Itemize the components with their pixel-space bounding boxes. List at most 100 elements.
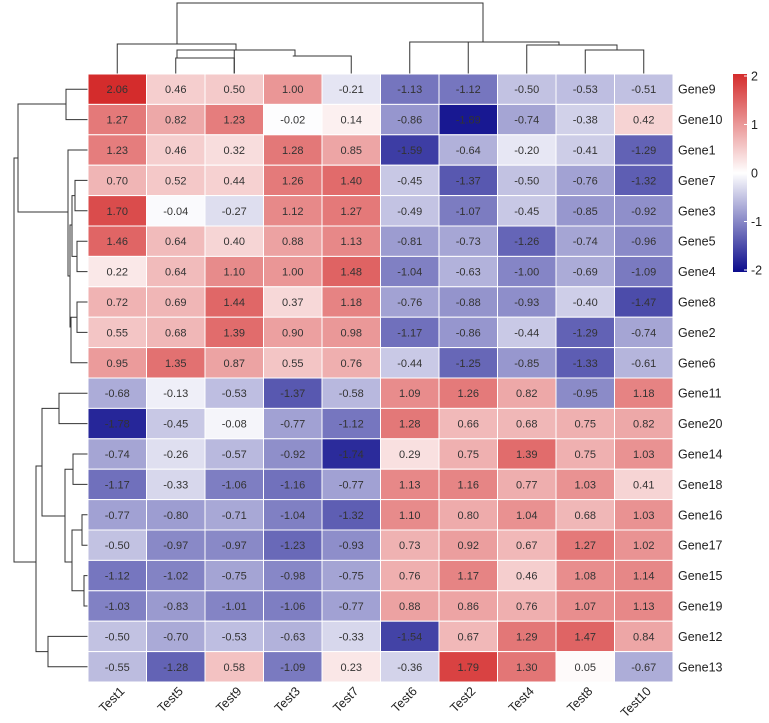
heatmap-cell-gene18-test1 xyxy=(87,468,147,501)
col-dendro-link xyxy=(467,41,560,74)
cell-value-label: -1.03 xyxy=(105,601,130,613)
heatmap-cell-gene4-test7 xyxy=(321,255,381,288)
row-label-gene4: Gene4 xyxy=(678,265,716,279)
heatmap-cell-gene19-test2 xyxy=(438,590,498,622)
heatmap-cell-gene7-test8 xyxy=(555,164,615,197)
cell-value-label: -1.23 xyxy=(280,540,305,552)
cell-value-label: -0.55 xyxy=(105,662,130,674)
cell-value-label: 1.28 xyxy=(282,145,303,157)
cell-value-label: 1.00 xyxy=(282,84,303,96)
cell-value-label: 0.85 xyxy=(341,145,362,157)
heatmap-cell-gene8-test5 xyxy=(146,286,206,318)
cell-value-label: -0.92 xyxy=(631,206,656,218)
heatmap-cell-gene19-test10 xyxy=(614,590,674,622)
cell-value-label: -1.54 xyxy=(397,631,422,643)
cell-value-label: -0.40 xyxy=(573,297,598,309)
heatmap-cell-gene20-test1 xyxy=(87,407,147,440)
cell-value-label: -0.85 xyxy=(514,358,539,370)
cell-value-label: 0.72 xyxy=(107,297,128,309)
heatmap-cell-gene15-test2 xyxy=(438,559,498,592)
cell-value-label: -1.17 xyxy=(397,327,422,339)
heatmap-cell-gene16-test7 xyxy=(321,499,381,531)
cell-value-label: 0.66 xyxy=(458,419,479,431)
heatmap-cell-gene1-test8 xyxy=(555,134,615,166)
heatmap-cell-gene17-test2 xyxy=(438,529,498,561)
row-label-gene7: Gene7 xyxy=(678,174,716,188)
column-dendrogram xyxy=(116,2,645,74)
cell-value-label: -0.44 xyxy=(514,327,539,339)
heatmap-cell-gene5-test10 xyxy=(614,225,674,257)
row-label-gene17: Gene17 xyxy=(678,539,723,553)
cell-value-label: -0.51 xyxy=(631,84,656,96)
cell-value-label: -0.96 xyxy=(631,236,656,248)
cell-value-label: 1.14 xyxy=(633,571,654,583)
heatmap-cell-gene6-test8 xyxy=(555,347,615,379)
cell-value-label: 0.22 xyxy=(107,267,128,279)
row-label-gene10: Gene10 xyxy=(678,113,723,127)
cell-value-label: -0.70 xyxy=(163,631,188,643)
heatmap-cell-gene13-test3 xyxy=(263,651,323,683)
cell-value-label: -0.20 xyxy=(514,145,539,157)
heatmap-cell-gene2-test5 xyxy=(146,316,206,349)
cell-value-label: -0.77 xyxy=(339,601,364,613)
cell-value-label: 1.04 xyxy=(516,510,537,522)
cell-value-label: 0.52 xyxy=(165,175,186,187)
cell-value-label: 1.27 xyxy=(575,540,596,552)
heatmap-cell-gene20-test7 xyxy=(321,407,381,440)
cell-value-label: 1.00 xyxy=(282,267,303,279)
legend-tick-label: -2 xyxy=(751,264,762,278)
heatmap-cell-gene15-test3 xyxy=(263,559,323,592)
cell-value-label: -0.13 xyxy=(163,388,188,400)
cell-value-label: 0.86 xyxy=(458,601,479,613)
row-label-gene15: Gene15 xyxy=(678,569,723,583)
column-label-test5: Test5 xyxy=(155,684,186,715)
cell-value-label: 1.28 xyxy=(399,419,420,431)
heatmap-cell-gene16-test1 xyxy=(87,499,147,531)
column-label-test1: Test1 xyxy=(96,684,127,715)
row-dendrogram xyxy=(13,88,88,668)
heatmap-cell-gene16-test5 xyxy=(146,499,206,531)
cell-value-label: -0.86 xyxy=(397,115,422,127)
heatmap-cell-gene16-test9 xyxy=(204,499,264,531)
heatmap-cell-gene9-test1 xyxy=(87,73,147,105)
col-dendro-link xyxy=(205,49,235,74)
cell-value-label: 1.30 xyxy=(516,662,537,674)
heatmap-cell-gene5-test5 xyxy=(146,225,206,257)
heatmap-cell-gene11-test10 xyxy=(614,377,674,409)
cell-value-label: 0.68 xyxy=(165,327,186,339)
cell-value-label: 0.95 xyxy=(107,358,128,370)
heatmap-cells: 2.06 0.46 0.50 1.00 -0.21 -1.13 -1.12 -0.50 -0.5… xyxy=(87,73,674,683)
cell-value-label: -0.63 xyxy=(280,631,305,643)
cell-value-label: -1.37 xyxy=(456,175,481,187)
cell-value-label: -1.04 xyxy=(397,267,422,279)
row-dendro-link xyxy=(83,575,88,607)
heatmap-cell-gene3-test5 xyxy=(146,195,206,227)
cell-value-label: -0.73 xyxy=(456,236,481,248)
cell-value-label: -0.74 xyxy=(573,236,598,248)
cell-value-label: 0.88 xyxy=(282,236,303,248)
heatmap-cell-gene12-test6 xyxy=(380,620,440,653)
heatmap-cell-gene20-test8 xyxy=(555,407,615,440)
heatmap-cell-gene6-test10 xyxy=(614,347,674,379)
legend-tick-label: -1 xyxy=(751,215,762,229)
cell-value-label: -0.50 xyxy=(105,540,130,552)
heatmap-cell-gene11-test6 xyxy=(380,377,440,409)
heatmap-cell-gene10-test1 xyxy=(87,103,147,136)
cell-value-label: -0.61 xyxy=(631,358,656,370)
cell-value-label: 1.10 xyxy=(224,267,245,279)
heatmap-cell-gene20-test4 xyxy=(497,407,557,440)
row-dendro-link xyxy=(70,316,88,364)
row-label-gene9: Gene9 xyxy=(678,83,716,97)
cell-value-label: 0.55 xyxy=(282,358,303,370)
column-label-test10: Test10 xyxy=(618,684,654,720)
cell-value-label: -1.78 xyxy=(105,419,130,431)
heatmap-cell-gene1-test4 xyxy=(497,134,557,166)
cell-value-label: 0.67 xyxy=(516,540,537,552)
row-dendro-link xyxy=(17,103,68,213)
cell-value-label: 0.05 xyxy=(575,662,596,674)
heatmap-cell-gene18-test3 xyxy=(263,468,323,501)
cell-value-label: -1.00 xyxy=(514,267,539,279)
cell-value-label: 0.82 xyxy=(633,419,654,431)
cell-value-label: 0.87 xyxy=(224,358,245,370)
cell-value-label: -1.59 xyxy=(397,145,422,157)
